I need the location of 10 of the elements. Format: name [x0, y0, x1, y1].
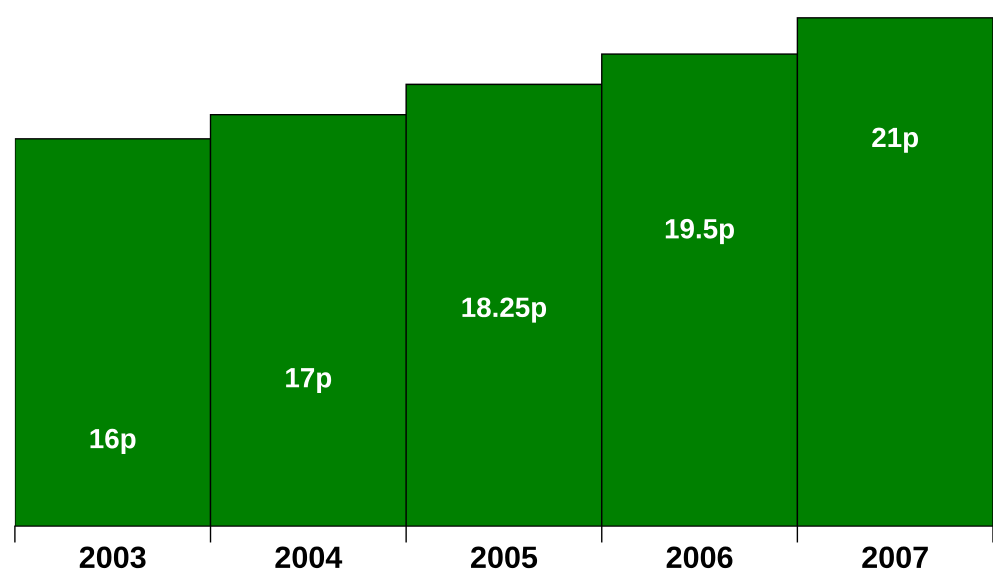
- x-tick-label: 2003: [80, 546, 146, 568]
- x-tick-label: 2005: [471, 546, 538, 568]
- data-label: 17p: [286, 368, 332, 394]
- x-tick-label: 2004: [275, 546, 342, 568]
- x-tick-label: 2006: [666, 546, 732, 568]
- data-label: 18.25p: [462, 298, 546, 323]
- data-label: 19.5p: [666, 218, 734, 244]
- data-label: 16p: [90, 428, 136, 454]
- x-tick-label: 2007: [862, 546, 928, 568]
- data-label: 21p: [872, 128, 918, 153]
